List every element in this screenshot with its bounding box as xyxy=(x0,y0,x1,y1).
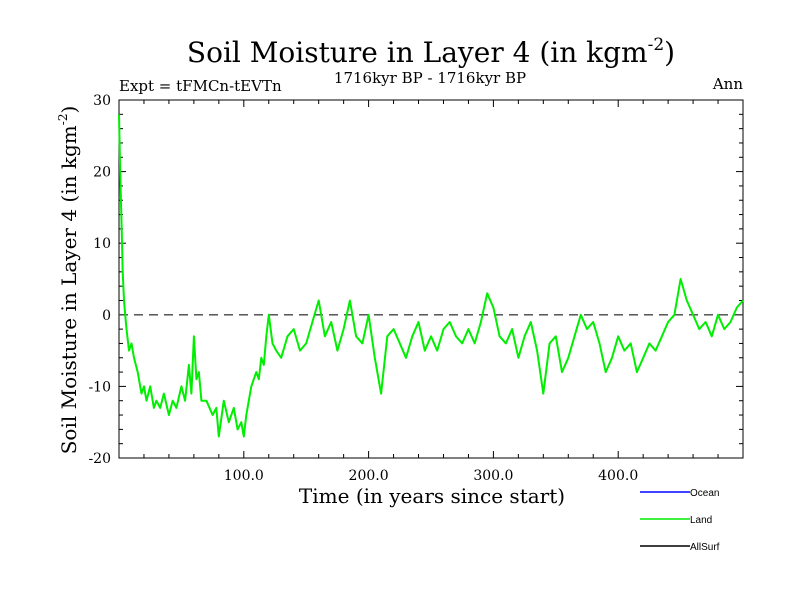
y-tick-label: -10 xyxy=(88,379,111,395)
y-tick-label: 20 xyxy=(93,165,111,181)
chart-subtitle: 1716kyr BP - 1716kyr BP xyxy=(334,69,526,87)
x-tick-label: 400.0 xyxy=(598,468,638,484)
x-tick-label: 100.0 xyxy=(224,468,264,484)
y-axis-label: Soil Moisture in Layer 4 (in kgm-2) xyxy=(56,106,81,455)
legend-label-ocean: Ocean xyxy=(690,488,719,499)
y-tick-label: 10 xyxy=(93,236,111,252)
legend-label-allsurf: AllSurf xyxy=(690,542,720,553)
experiment-label: Expt = tFMCn-tEVTn xyxy=(119,77,282,95)
legend: Ocean Land AllSurf xyxy=(640,488,720,553)
legend-label-land: Land xyxy=(690,515,712,526)
series-line-land xyxy=(118,114,744,438)
y-tick-label: 0 xyxy=(102,308,111,324)
x-tick-label: 300.0 xyxy=(473,468,513,484)
y-tick-label: -20 xyxy=(88,451,111,467)
plot-area: -20 -10 0 10 20 30 100.0 200.0 300.0 400.0 xyxy=(88,93,744,484)
x-tick-label: 200.0 xyxy=(349,468,389,484)
x-axis-label: Time (in years since start) xyxy=(299,484,565,508)
chart-title: Soil Moisture in Layer 4 (in kgm-2) xyxy=(187,35,675,69)
y-tick-label: 30 xyxy=(93,93,111,109)
season-label: Ann xyxy=(712,75,743,93)
plot-frame xyxy=(118,99,744,459)
